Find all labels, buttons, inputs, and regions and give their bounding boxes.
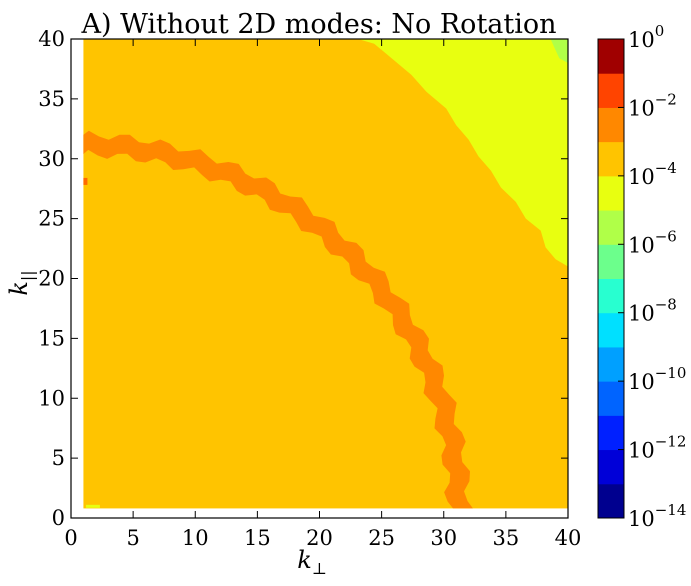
x-tick-label: 30: [430, 526, 457, 550]
y-tick-label: 15: [38, 326, 65, 350]
x-ticks: 0 5 10 15 20 25 30 35 40: [64, 39, 581, 550]
colorbar-tick-label: 10−14: [628, 501, 686, 531]
colorbar-tick-label: 10−2: [628, 90, 677, 120]
chart-title: A) Without 2D modes: No Rotation: [80, 9, 556, 40]
region-resonant-ring: [83, 130, 473, 509]
region-edge-speck: [83, 177, 88, 185]
colorbar-segment: [598, 73, 624, 108]
y-axis-label: k||: [5, 270, 37, 295]
colorbar-segment: [598, 415, 624, 451]
y-tick-label: 35: [38, 87, 65, 111]
y-tick-label: 40: [38, 27, 65, 51]
colorbar-segment: [598, 346, 624, 382]
colorbar-tick-label: 10−8: [628, 296, 677, 326]
contour-fills: [83, 39, 569, 509]
y-tick-label: 5: [52, 446, 65, 470]
y-tick-label: 10: [38, 386, 65, 410]
colorbar-segment: [598, 244, 624, 279]
y-tick-label: 20: [38, 267, 65, 291]
colorbar-segment: [598, 175, 624, 211]
x-axis-label: k⊥: [297, 546, 327, 578]
x-tick-label: 25: [368, 526, 395, 550]
colorbar-tick-label: 10−6: [628, 227, 677, 257]
y-tick-label: 0: [52, 506, 65, 530]
colorbar-segment: [598, 210, 624, 245]
x-tick-label: 35: [493, 526, 520, 550]
colorbar-segment: [598, 39, 624, 74]
y-axis-label-subscript: ||: [18, 270, 37, 281]
colorbar-ticks: 100 10−2 10−4 10−6 10−8 10−10 10−12 10−14: [618, 22, 686, 531]
colorbar-segment: [598, 278, 624, 314]
x-tick-label: 10: [182, 526, 209, 550]
y-tick-label: 25: [38, 207, 65, 231]
x-tick-label: 40: [555, 526, 582, 550]
colorbar-tick-label: 10−10: [628, 364, 686, 394]
colorbar-segment: [598, 107, 624, 143]
colorbar-segment: [598, 312, 624, 348]
colorbar-tick-label: 10−12: [628, 433, 686, 463]
x-tick-label: 20: [306, 526, 333, 550]
x-tick-label: 0: [64, 526, 77, 550]
y-tick-label: 30: [38, 147, 65, 171]
colorbar-segment: [598, 449, 624, 485]
x-tick-label: 15: [244, 526, 271, 550]
x-tick-label: 5: [126, 526, 139, 550]
y-ticks: 0 5 10 15 20 25 30 35 40: [38, 27, 568, 530]
region-corner-tip: [550, 39, 568, 63]
x-axis-label-subscript: ⊥: [312, 559, 327, 578]
colorbar-segment: [598, 141, 624, 177]
region-bottom-speck: [85, 504, 100, 508]
colorbar-tick-label: 100: [628, 22, 664, 52]
plot-area: 0 5 10 15 20 25 30 35 40 0 5 10 15 20 25 30 35 40: [38, 27, 581, 550]
colorbar-segment: [598, 381, 624, 416]
region-high-k-corner: [358, 39, 568, 267]
colorbar: [597, 38, 625, 519]
colorbar-tick-label: 10−4: [628, 159, 677, 189]
colorbar-segment: [598, 483, 624, 519]
colorbar-frame: [597, 38, 625, 519]
